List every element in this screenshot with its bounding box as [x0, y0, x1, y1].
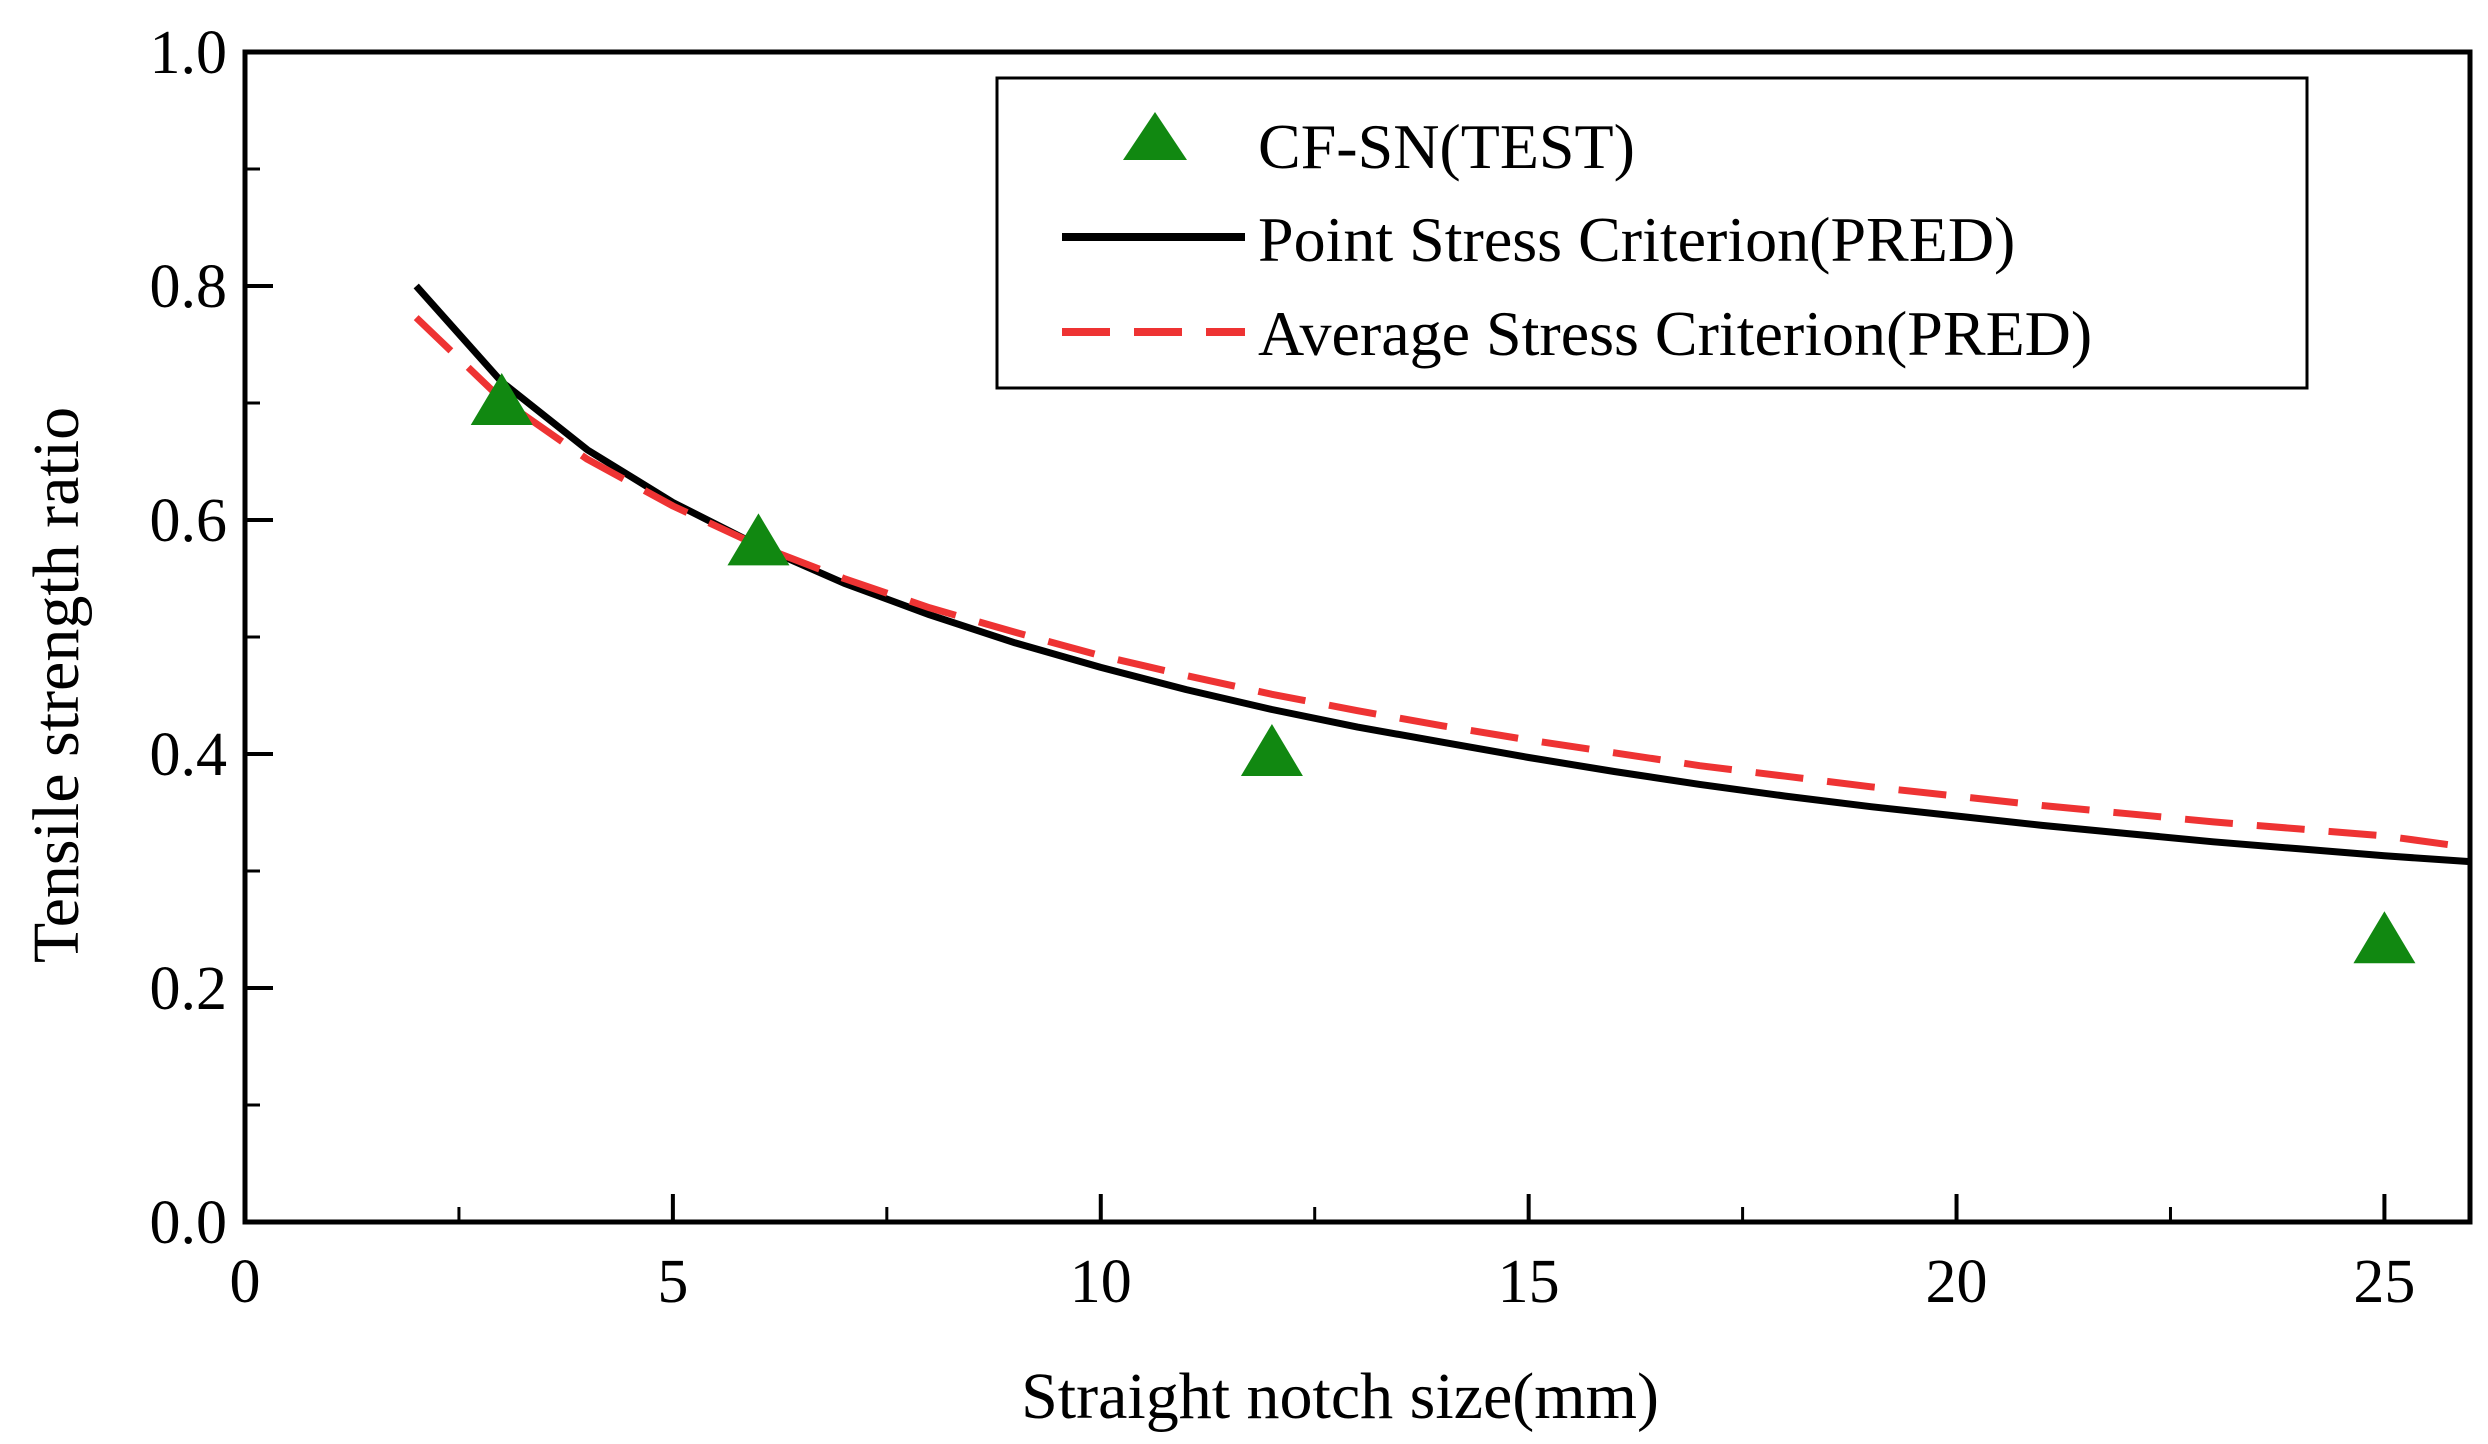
x-tick-label: 25: [2353, 1248, 2415, 1316]
x-tick-label: 15: [1498, 1248, 1560, 1316]
legend-label-average-stress: Average Stress Criterion(PRED): [1258, 298, 2092, 369]
series-markers: [470, 373, 2416, 964]
y-tick-label: 1.0: [150, 19, 228, 87]
y-axis-title: Tensile strength ratio: [20, 407, 93, 963]
test-data-point: [1240, 724, 1303, 776]
legend-label-test: CF-SN(TEST): [1258, 111, 1635, 182]
x-tick-label: 10: [1070, 1248, 1132, 1316]
x-tick-label: 0: [230, 1248, 261, 1316]
y-tick-label: 0.2: [150, 955, 228, 1023]
y-tick-label: 0.4: [150, 721, 228, 789]
major-ticks: [243, 50, 2387, 1224]
legend-label-point-stress: Point Stress Criterion(PRED): [1258, 204, 2015, 275]
legend-marker-test: [1123, 112, 1187, 160]
x-axis-title: Straight notch size(mm): [1021, 1360, 1659, 1433]
test-data-point: [2353, 911, 2416, 964]
y-tick-label: 0.0: [150, 1189, 228, 1257]
average-stress-curve: [413, 315, 2471, 852]
y-tick-labels: 0.0 0.2 0.4 0.6 0.8 1.0: [150, 19, 228, 1257]
y-tick-label: 0.8: [150, 253, 228, 321]
legend: CF-SN(TEST) Point Stress Criterion(PRED)…: [995, 76, 2309, 390]
minor-ticks: [245, 167, 2172, 1222]
test-data-point: [727, 513, 790, 566]
test-data-point: [470, 373, 533, 425]
x-tick-labels: 0 5 10 15 20 25: [230, 1248, 2416, 1316]
x-tick-label: 20: [1926, 1248, 1988, 1316]
x-tick-label: 5: [657, 1248, 688, 1316]
y-tick-label: 0.6: [150, 487, 228, 555]
